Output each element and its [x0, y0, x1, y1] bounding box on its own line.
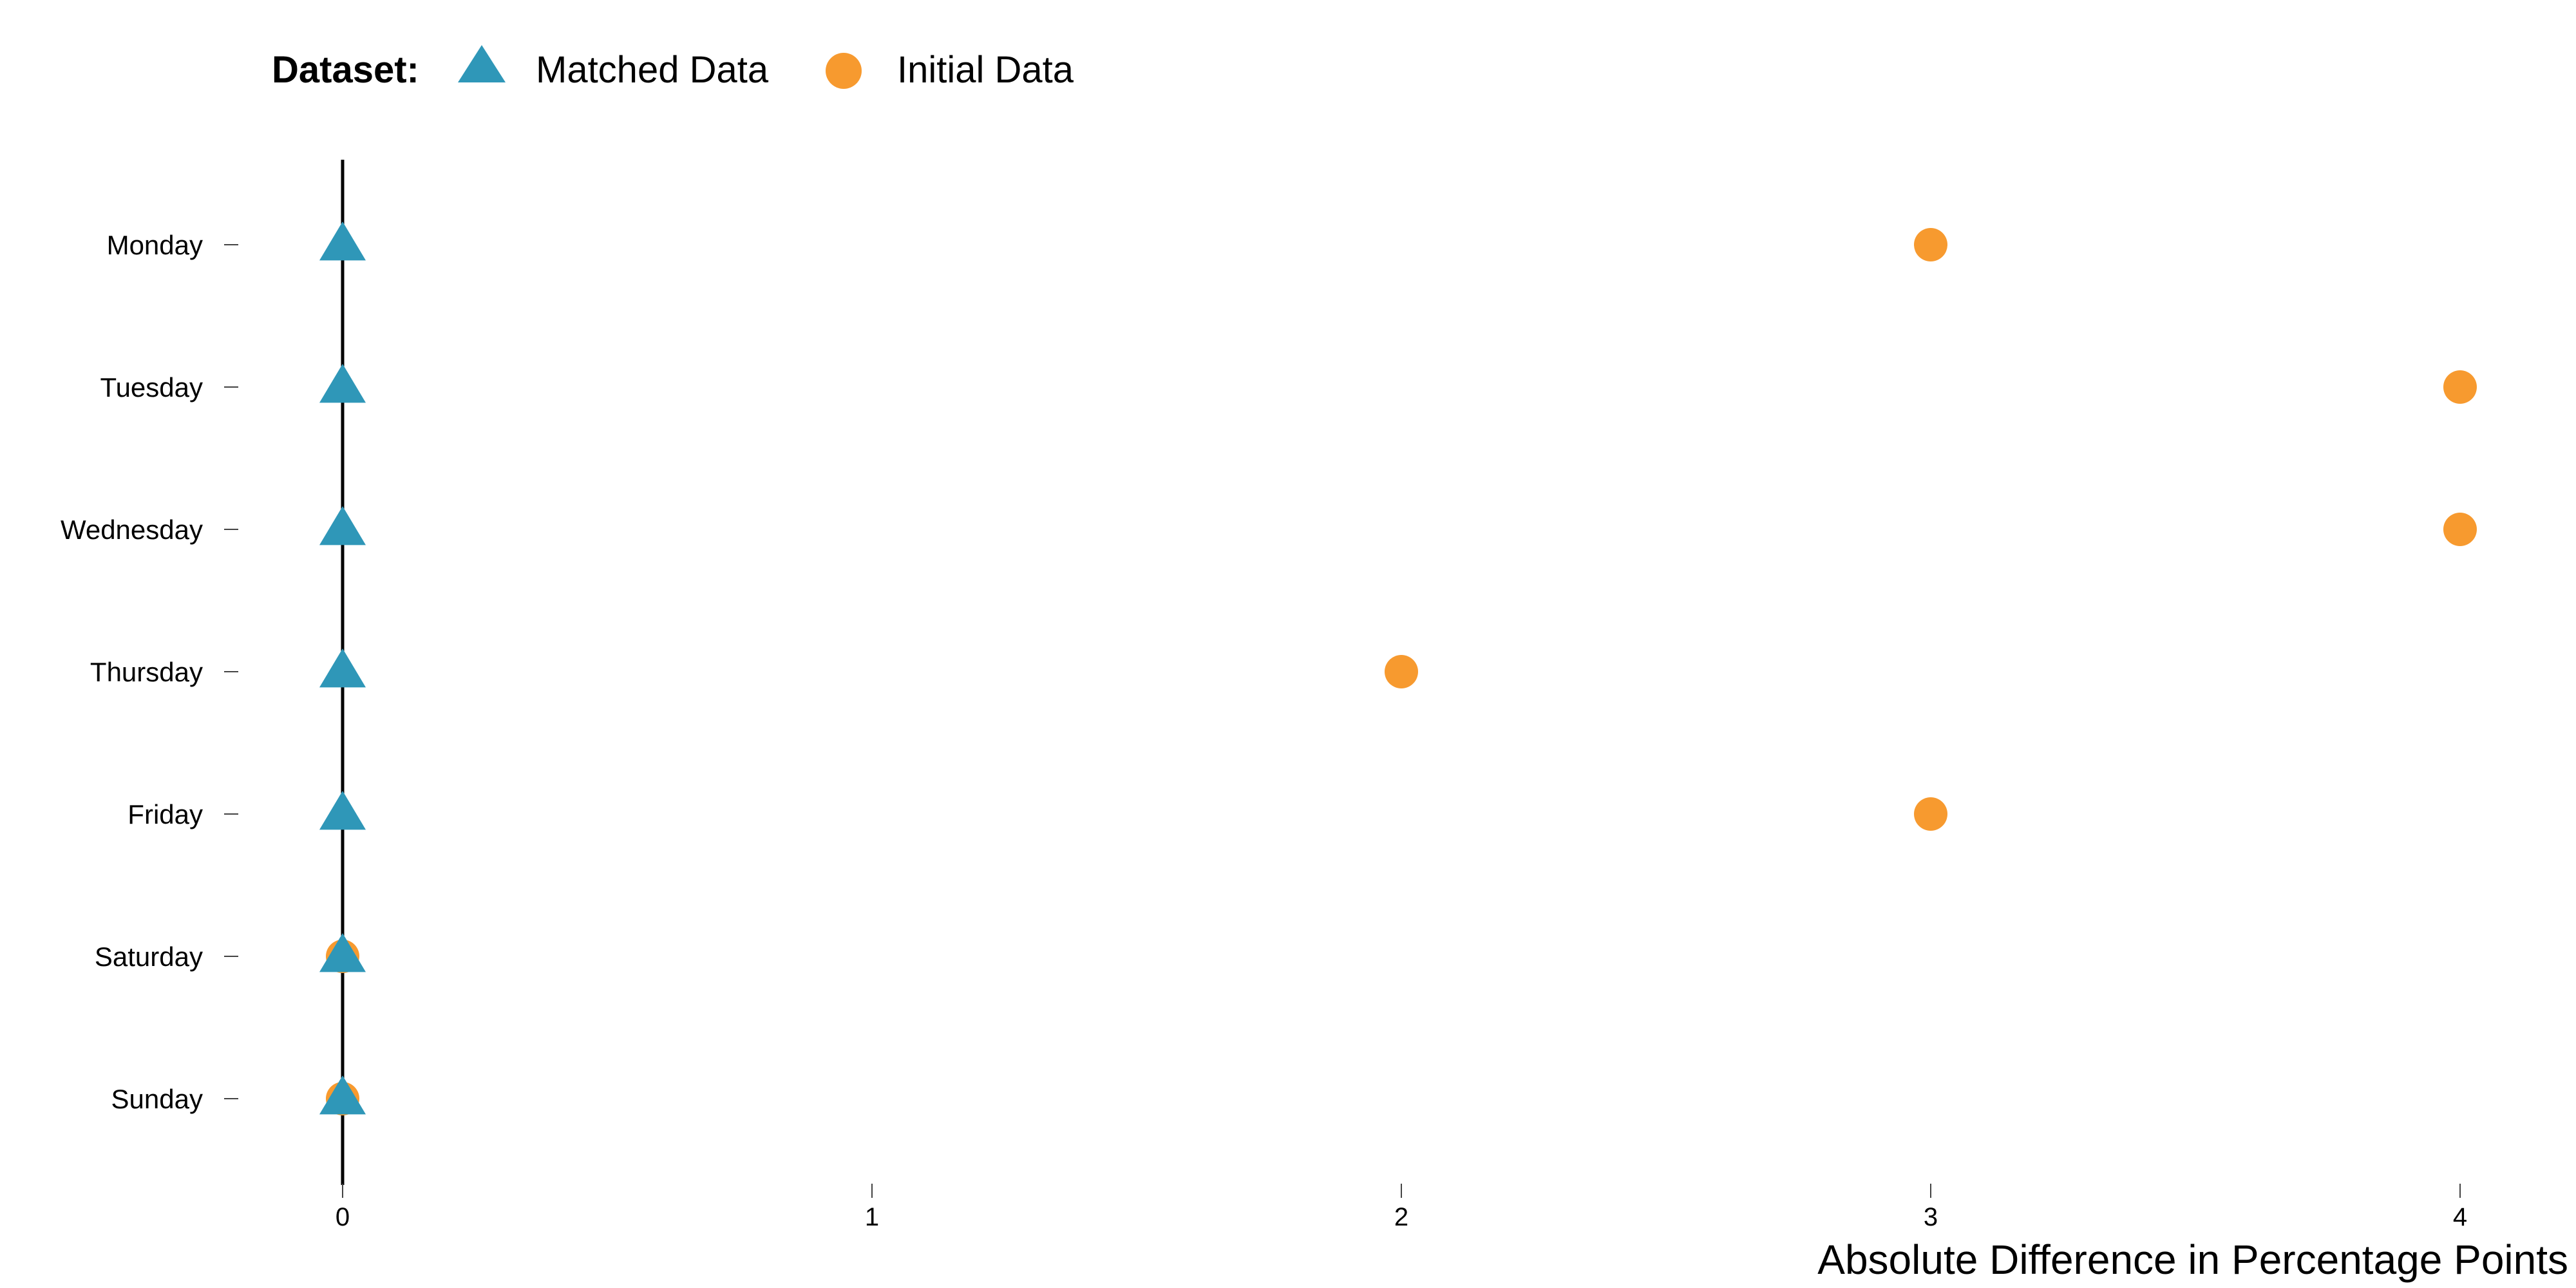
x-axis: 0 1 2 3 4	[336, 1184, 2467, 1231]
y-tick-label-saturday: Saturday	[95, 942, 203, 972]
y-tick-label-sunday: Sunday	[111, 1084, 203, 1114]
legend-triangle-icon	[458, 45, 506, 82]
matched-point-tuesday	[319, 364, 366, 403]
matched-point-sunday	[319, 1075, 366, 1115]
x-tick-label-3: 3	[1924, 1203, 1938, 1231]
initial-point-tuesday	[2443, 370, 2477, 404]
initial-point-wednesday	[2443, 513, 2477, 546]
legend-item-initial: Initial Data	[826, 49, 1074, 91]
legend-item-label-matched: Matched Data	[536, 49, 769, 91]
x-tick-label-2: 2	[1394, 1203, 1408, 1231]
y-tick-label-monday: Monday	[107, 230, 203, 260]
legend-item-label-initial: Initial Data	[897, 49, 1074, 91]
initial-point-monday	[1914, 228, 1947, 261]
matched-point-friday	[319, 791, 366, 830]
data-points	[319, 222, 2477, 1115]
legend-circle-icon	[826, 53, 862, 89]
matched-point-monday	[319, 222, 366, 261]
initial-point-friday	[1914, 797, 1947, 831]
legend: Dataset: Matched Data Initial Data	[272, 45, 1074, 91]
matched-point-wednesday	[319, 506, 366, 545]
matched-point-saturday	[319, 933, 366, 972]
x-tick-label-4: 4	[2453, 1203, 2467, 1231]
y-tick-label-tuesday: Tuesday	[100, 372, 203, 402]
legend-item-matched: Matched Data	[458, 45, 769, 91]
x-axis-title: Absolute Difference in Percentage Points	[1817, 1236, 2568, 1283]
x-tick-label-0: 0	[336, 1203, 350, 1231]
y-tick-label-friday: Friday	[128, 799, 203, 829]
y-tick-label-thursday: Thursday	[90, 657, 203, 687]
y-tick-label-wednesday: Wednesday	[61, 515, 203, 545]
x-tick-label-1: 1	[865, 1203, 879, 1231]
matched-point-thursday	[319, 649, 366, 688]
legend-title: Dataset:	[272, 49, 419, 91]
y-axis: Monday Tuesday Wednesday Thursday Friday Satu…	[61, 230, 238, 1114]
initial-point-thursday	[1385, 655, 1418, 688]
